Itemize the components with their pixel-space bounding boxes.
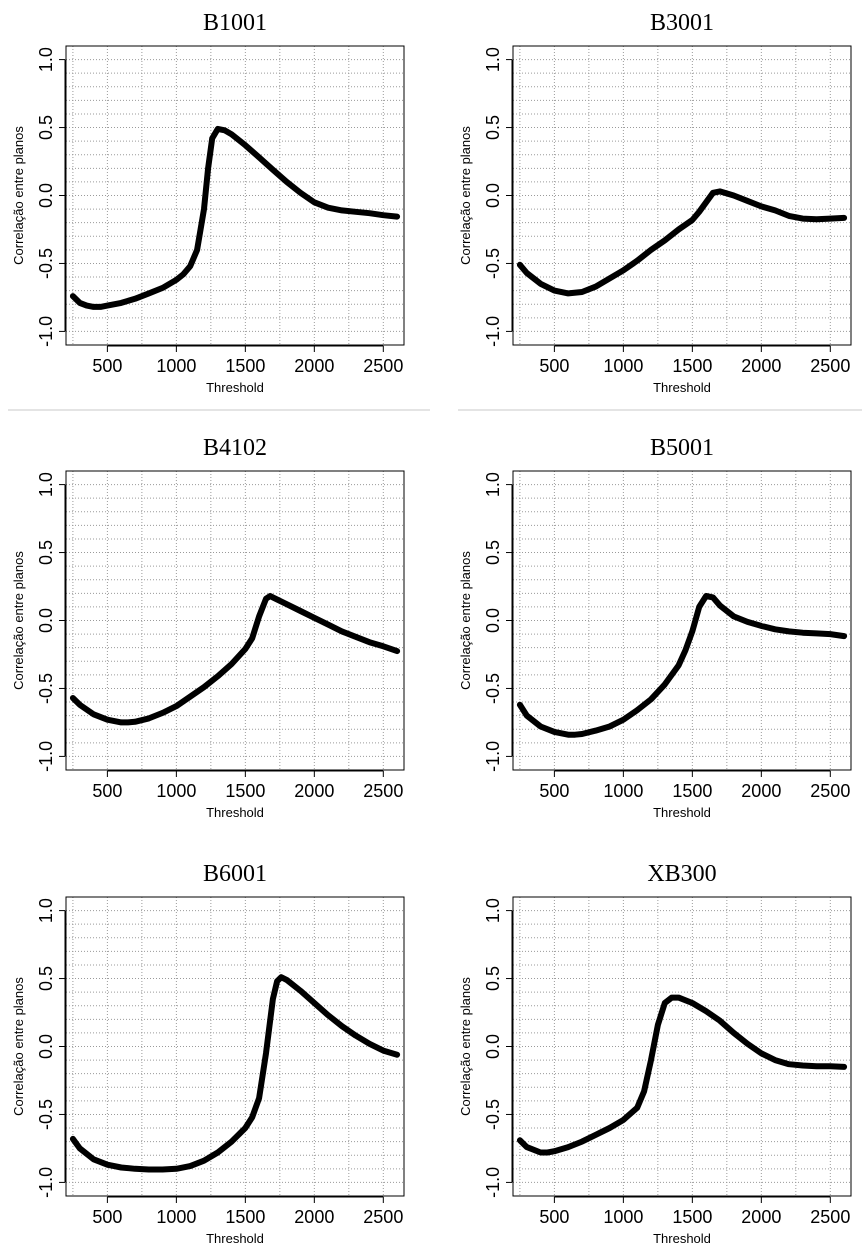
x-tick-label: 500 <box>539 1207 569 1227</box>
x-tick-label: 2000 <box>741 1207 781 1227</box>
y-axis-label: Correlação entre planos <box>458 977 473 1116</box>
y-tick-label: 0.0 <box>483 608 503 633</box>
chart-panel-b6001: B6001 500 1000 1500 2000 2500 Threshold -1.0 -0.… <box>11 861 405 1246</box>
x-tick-label: 500 <box>92 1207 122 1227</box>
y-tick-label: -1.0 <box>483 316 503 347</box>
x-axis-label: Threshold <box>653 805 711 820</box>
chart-panel-b4102: B4102 500 1000 1500 2000 2500 Threshold -1.0 -0.… <box>11 435 405 820</box>
y-tick-label: -0.5 <box>36 1099 56 1130</box>
x-tick-label: 2500 <box>810 356 850 376</box>
x-tick-label: 1500 <box>225 781 265 801</box>
plot-frame <box>65 45 405 346</box>
series-line <box>69 593 401 726</box>
x-tick-label: 500 <box>539 356 569 376</box>
x-tick-label: 1500 <box>672 1207 712 1227</box>
y-tick-label: 0.5 <box>483 966 503 991</box>
x-tick-label: 2500 <box>363 781 403 801</box>
y-tick-label: 1.0 <box>483 472 503 497</box>
x-tick-label: 1500 <box>225 1207 265 1227</box>
y-tick-label: 1.0 <box>483 898 503 923</box>
y-tick-label: 1.0 <box>36 472 56 497</box>
y-axis-label: Correlação entre planos <box>11 126 26 265</box>
plot-frame <box>65 896 405 1197</box>
chart-title: B4102 <box>203 435 267 461</box>
x-tick-label: 1000 <box>603 356 643 376</box>
y-tick-label: 0.5 <box>36 115 56 140</box>
x-axis-label: Threshold <box>653 1231 711 1246</box>
y-tick-label: -1.0 <box>36 316 56 347</box>
chart-title: XB300 <box>647 861 716 887</box>
y-tick-label: 0.0 <box>483 183 503 208</box>
chart-panel-xb300: XB300 500 1000 1500 2000 2500 Threshold -1.0 -0.… <box>458 861 852 1246</box>
y-tick-label: 0.5 <box>36 966 56 991</box>
y-tick-label: 0.0 <box>36 1034 56 1059</box>
x-tick-label: 2000 <box>294 1207 334 1227</box>
x-tick-label: 2000 <box>294 781 334 801</box>
x-tick-label: 2500 <box>810 1207 850 1227</box>
y-tick-label: 0.0 <box>36 183 56 208</box>
y-tick-label: -0.5 <box>36 248 56 279</box>
plot-frame <box>512 470 852 771</box>
series-line <box>69 974 401 1173</box>
y-tick-label: -1.0 <box>483 1167 503 1198</box>
y-tick-label: -0.5 <box>483 1099 503 1130</box>
series-line <box>69 125 401 310</box>
y-tick-label: 1.0 <box>36 898 56 923</box>
y-tick-label: 0.5 <box>483 115 503 140</box>
x-tick-label: 2500 <box>363 356 403 376</box>
x-tick-label: 500 <box>539 781 569 801</box>
x-tick-label: 1000 <box>603 1207 643 1227</box>
series-line <box>516 593 848 738</box>
x-tick-label: 1000 <box>156 1207 196 1227</box>
y-axis-label: Correlação entre planos <box>458 126 473 265</box>
chart-panel-b5001: B5001 500 1000 1500 2000 2500 Threshold -1.0 -0.… <box>458 435 852 820</box>
x-tick-label: 500 <box>92 356 122 376</box>
x-axis-label: Threshold <box>653 380 711 395</box>
x-tick-label: 1000 <box>156 356 196 376</box>
x-axis-label: Threshold <box>206 380 264 395</box>
y-tick-label: -0.5 <box>483 248 503 279</box>
y-axis-label: Correlação entre planos <box>458 551 473 690</box>
series-line <box>516 188 848 297</box>
x-tick-label: 2000 <box>741 781 781 801</box>
x-axis-label: Threshold <box>206 805 264 820</box>
x-tick-label: 2000 <box>741 356 781 376</box>
y-tick-label: -0.5 <box>483 673 503 704</box>
x-tick-label: 2000 <box>294 356 334 376</box>
chart-title: B1001 <box>203 10 267 36</box>
chart-panel-b3001: B3001 500 1000 1500 2000 2500 Threshold -1.0 -0.… <box>458 10 852 395</box>
y-tick-label: -0.5 <box>36 673 56 704</box>
y-tick-label: 0.0 <box>36 608 56 633</box>
y-tick-label: 0.5 <box>36 540 56 565</box>
chart-title: B6001 <box>203 861 267 887</box>
plot-frame <box>512 45 852 346</box>
series-line <box>516 994 848 1156</box>
x-tick-label: 1000 <box>603 781 643 801</box>
y-tick-label: -1.0 <box>36 1167 56 1198</box>
y-tick-label: -1.0 <box>36 741 56 772</box>
x-axis-label: Threshold <box>206 1231 264 1246</box>
y-tick-label: 0.5 <box>483 540 503 565</box>
chart-panel-b1001: B1001 500 1000 1500 2000 2500 Threshold -1.0 -0.… <box>11 10 405 395</box>
chart-title: B3001 <box>650 10 714 36</box>
x-tick-label: 1500 <box>672 781 712 801</box>
y-tick-label: -1.0 <box>483 741 503 772</box>
x-tick-label: 1000 <box>156 781 196 801</box>
plot-frame <box>512 896 852 1197</box>
y-axis-label: Correlação entre planos <box>11 977 26 1116</box>
y-axis-label: Correlação entre planos <box>11 551 26 690</box>
x-tick-label: 2500 <box>363 1207 403 1227</box>
chart-title: B5001 <box>650 435 714 461</box>
plot-frame <box>65 470 405 771</box>
y-tick-label: 1.0 <box>36 47 56 72</box>
y-tick-label: 1.0 <box>483 47 503 72</box>
x-tick-label: 1500 <box>672 356 712 376</box>
x-tick-label: 1500 <box>225 356 265 376</box>
x-tick-label: 2500 <box>810 781 850 801</box>
x-tick-label: 500 <box>92 781 122 801</box>
y-tick-label: 0.0 <box>483 1034 503 1059</box>
